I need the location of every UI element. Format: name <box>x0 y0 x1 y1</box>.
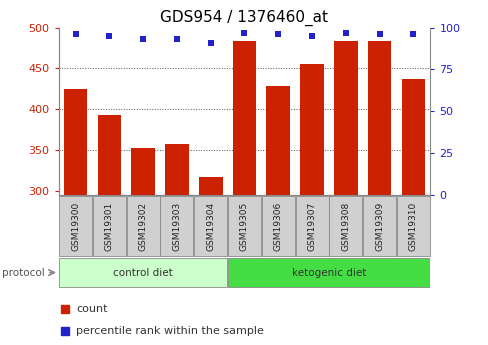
Bar <box>131 148 155 195</box>
Text: protocol: protocol <box>2 268 45 277</box>
Bar <box>63 89 87 195</box>
Text: GSM19303: GSM19303 <box>172 201 181 250</box>
Text: percentile rank within the sample: percentile rank within the sample <box>76 326 264 336</box>
FancyBboxPatch shape <box>227 196 261 256</box>
Text: GSM19310: GSM19310 <box>408 201 417 250</box>
Bar <box>97 115 121 195</box>
FancyBboxPatch shape <box>59 258 227 287</box>
Text: GSM19302: GSM19302 <box>139 201 147 250</box>
Point <box>72 31 80 37</box>
Bar <box>333 41 357 195</box>
Point <box>274 31 282 37</box>
Point <box>375 31 383 37</box>
FancyBboxPatch shape <box>93 196 125 256</box>
Point <box>206 40 214 46</box>
Bar <box>232 41 256 195</box>
Text: GSM19307: GSM19307 <box>307 201 316 250</box>
FancyBboxPatch shape <box>261 196 294 256</box>
Point <box>307 33 315 39</box>
Point <box>408 31 416 37</box>
Text: GSM19300: GSM19300 <box>71 201 80 250</box>
Point <box>139 37 147 42</box>
Bar <box>367 41 391 195</box>
Text: GSM19301: GSM19301 <box>104 201 114 250</box>
FancyBboxPatch shape <box>59 196 92 256</box>
Text: GSM19304: GSM19304 <box>206 201 215 250</box>
Bar <box>401 79 425 195</box>
FancyBboxPatch shape <box>194 196 227 256</box>
FancyBboxPatch shape <box>396 196 429 256</box>
Title: GDS954 / 1376460_at: GDS954 / 1376460_at <box>160 10 328 26</box>
Text: GSM19305: GSM19305 <box>240 201 248 250</box>
Text: GSM19309: GSM19309 <box>374 201 384 250</box>
Text: GSM19308: GSM19308 <box>341 201 349 250</box>
Point <box>341 30 349 36</box>
Bar <box>165 144 188 195</box>
Text: control diet: control diet <box>113 268 173 277</box>
Bar <box>199 177 222 195</box>
Bar <box>266 86 289 195</box>
Point <box>105 33 113 39</box>
FancyBboxPatch shape <box>363 196 395 256</box>
FancyBboxPatch shape <box>126 196 160 256</box>
FancyBboxPatch shape <box>160 196 193 256</box>
FancyBboxPatch shape <box>295 196 328 256</box>
Point <box>240 30 248 36</box>
Text: ketogenic diet: ketogenic diet <box>291 268 366 277</box>
Point <box>173 37 181 42</box>
FancyBboxPatch shape <box>227 258 429 287</box>
FancyBboxPatch shape <box>328 196 362 256</box>
Text: count: count <box>76 304 107 314</box>
Text: GSM19306: GSM19306 <box>273 201 282 250</box>
Bar <box>300 63 323 195</box>
